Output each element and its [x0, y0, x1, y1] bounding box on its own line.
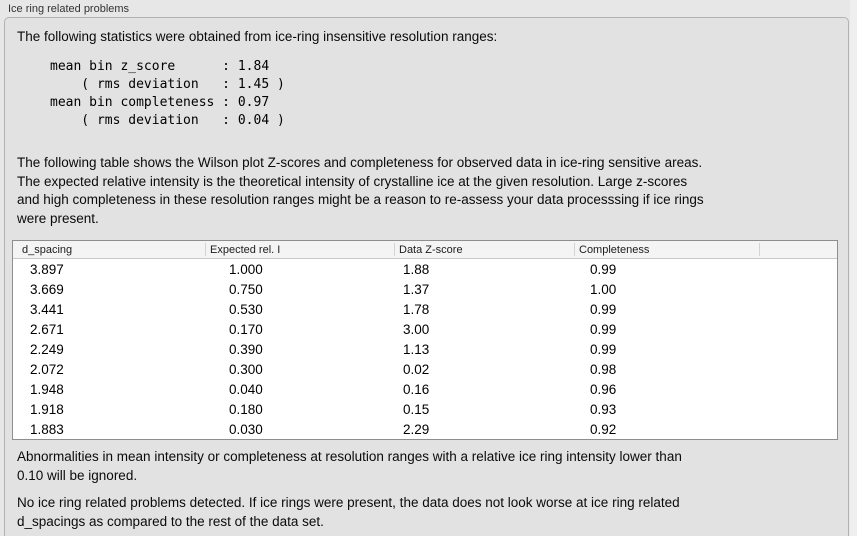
column-header-completeness[interactable]: Completeness [579, 243, 650, 256]
text-line: ( rms deviation : 0.04 ) [50, 113, 285, 128]
text-line: d_spacings as compared to the rest of th… [17, 513, 324, 529]
table-cell: 1.13 [403, 341, 430, 357]
table-cell: 1.000 [229, 261, 263, 277]
conclusion-text: No ice ring related problems detected. I… [17, 494, 680, 531]
table-cell: 3.669 [30, 281, 64, 297]
table-row[interactable]: 3.669 0.750 1.37 1.00 [13, 279, 837, 299]
groupbox-title: Ice ring related problems [8, 3, 130, 15]
table-cell: 0.530 [229, 301, 263, 317]
table-cell: 1.948 [30, 381, 64, 397]
text-line: Abnormalities in mean intensity or compl… [17, 449, 682, 464]
table-cell: 1.78 [403, 301, 430, 317]
table-row[interactable]: 2.072 0.300 0.02 0.98 [13, 359, 837, 379]
table-row[interactable]: 1.883 0.030 2.29 0.92 [13, 419, 837, 439]
text-line: ( rms deviation : 1.45 ) [50, 77, 285, 92]
table-row[interactable]: 3.897 1.000 1.88 0.99 [13, 259, 837, 279]
table-cell: 3.00 [403, 321, 430, 337]
table-cell: 0.390 [229, 341, 263, 357]
table-cell: 0.170 [229, 321, 263, 337]
table-cell: 0.93 [590, 401, 617, 417]
table-row[interactable]: 3.441 0.530 1.78 0.99 [13, 299, 837, 319]
text-line: The following table shows the Wilson plo… [17, 155, 703, 170]
table-cell: 0.92 [590, 421, 617, 437]
stats-values-block: mean bin z_score : 1.84 ( rms deviation … [50, 58, 285, 130]
table-cell: 1.37 [403, 281, 430, 297]
table-cell: 0.030 [229, 421, 263, 437]
table-row[interactable]: 2.249 0.390 1.13 0.99 [13, 339, 837, 359]
ice-ring-table: d_spacing Expected rel. I Data Z-score C… [12, 240, 838, 440]
column-header-data-z-score[interactable]: Data Z-score [399, 243, 463, 256]
table-cell: 0.02 [403, 361, 430, 377]
table-cell: 0.99 [590, 341, 617, 357]
text-line: 0.10 will be ignored. [17, 467, 138, 483]
table-cell: 0.180 [229, 401, 263, 417]
table-row[interactable]: 2.671 0.170 3.00 0.99 [13, 319, 837, 339]
table-cell: 1.00 [590, 281, 617, 297]
column-header-d-spacing[interactable]: d_spacing [22, 243, 73, 256]
column-header-expected-rel-i[interactable]: Expected rel. I [210, 243, 281, 256]
table-header-row: d_spacing Expected rel. I Data Z-score C… [13, 241, 837, 259]
table-cell: 1.88 [403, 261, 430, 277]
table-cell: 0.300 [229, 361, 263, 377]
table-cell: 0.99 [590, 321, 617, 337]
table-cell: 0.99 [590, 301, 617, 317]
text-line: mean bin completeness : 0.97 [50, 95, 270, 110]
ice-ring-panel: The following statistics were obtained f… [4, 17, 849, 536]
table-cell: 2.671 [30, 321, 64, 337]
table-cell: 0.98 [590, 361, 617, 377]
stats-intro-text: The following statistics were obtained f… [17, 29, 498, 44]
table-cell: 1.883 [30, 421, 64, 437]
table-cell: 2.249 [30, 341, 64, 357]
table-cell: 2.072 [30, 361, 64, 377]
table-cell: 1.918 [30, 401, 64, 417]
text-line: The expected relative intensity is the t… [17, 173, 688, 189]
table-cell: 3.897 [30, 261, 64, 277]
header-divider [394, 243, 395, 256]
table-description-text: The following table shows the Wilson plo… [17, 154, 704, 229]
table-cell: 0.15 [403, 401, 430, 417]
table-cell: 0.96 [590, 381, 617, 397]
text-line: and high completeness in these resolutio… [17, 192, 704, 208]
table-cell: 3.441 [30, 301, 64, 317]
table-cell: 0.16 [403, 381, 430, 397]
header-divider [574, 243, 575, 256]
table-cell: 0.99 [590, 261, 617, 277]
text-line: No ice ring related problems detected. I… [17, 495, 680, 510]
table-cell: 0.750 [229, 281, 263, 297]
table-row[interactable]: 1.948 0.040 0.16 0.96 [13, 379, 837, 399]
header-divider [205, 243, 206, 256]
scrollbar-gutter [850, 0, 857, 536]
text-line: mean bin z_score : 1.84 [50, 59, 270, 74]
table-body: 3.897 1.000 1.88 0.99 3.669 0.750 1.37 1.00 3.44… [13, 259, 837, 439]
text-line: were present. [17, 211, 99, 227]
table-row[interactable]: 1.918 0.180 0.15 0.93 [13, 399, 837, 419]
abnormalities-note-text: Abnormalities in mean intensity or compl… [17, 448, 682, 485]
table-cell: 0.040 [229, 381, 263, 397]
header-divider [759, 243, 760, 256]
table-cell: 2.29 [403, 421, 430, 437]
